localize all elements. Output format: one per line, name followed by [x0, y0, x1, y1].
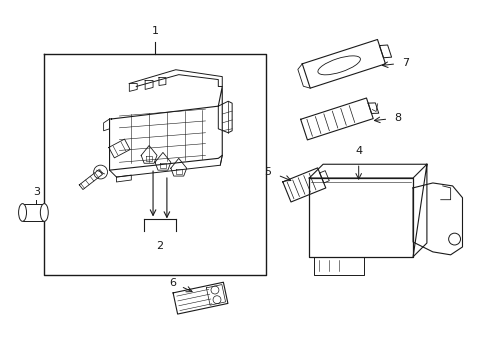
- Text: 6: 6: [169, 278, 176, 288]
- Text: 3: 3: [33, 187, 40, 197]
- Text: 7: 7: [401, 58, 408, 68]
- Ellipse shape: [19, 204, 26, 221]
- Text: 2: 2: [156, 241, 163, 251]
- Ellipse shape: [317, 56, 360, 75]
- Text: 1: 1: [151, 26, 158, 36]
- Text: 4: 4: [354, 147, 362, 156]
- Ellipse shape: [41, 204, 48, 221]
- Text: 8: 8: [393, 113, 401, 123]
- Text: 5: 5: [264, 167, 271, 177]
